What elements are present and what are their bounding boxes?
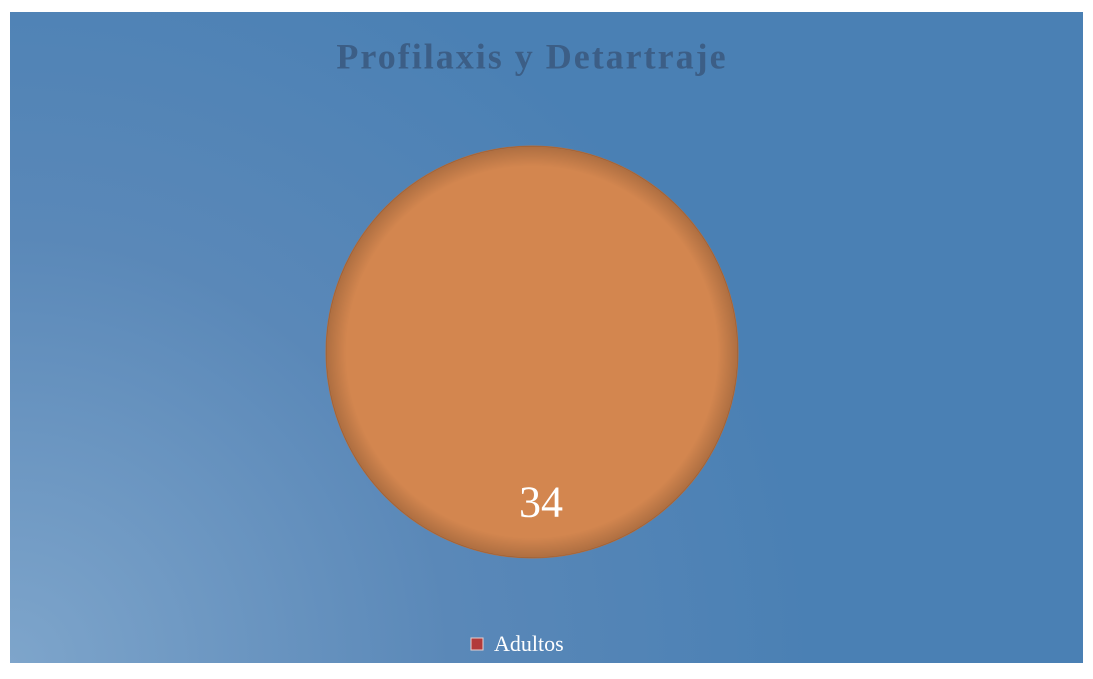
legend-label: Adultos (494, 631, 564, 656)
chart-title: Profilaxis y Detartraje (336, 36, 727, 76)
legend-marker (470, 637, 484, 651)
data-label: 34 (519, 478, 563, 527)
